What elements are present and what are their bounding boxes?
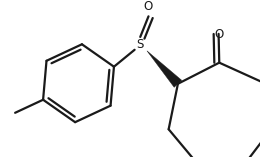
Text: S: S [137, 38, 144, 51]
Text: O: O [144, 0, 153, 13]
Polygon shape [147, 51, 182, 87]
Text: O: O [214, 28, 223, 41]
